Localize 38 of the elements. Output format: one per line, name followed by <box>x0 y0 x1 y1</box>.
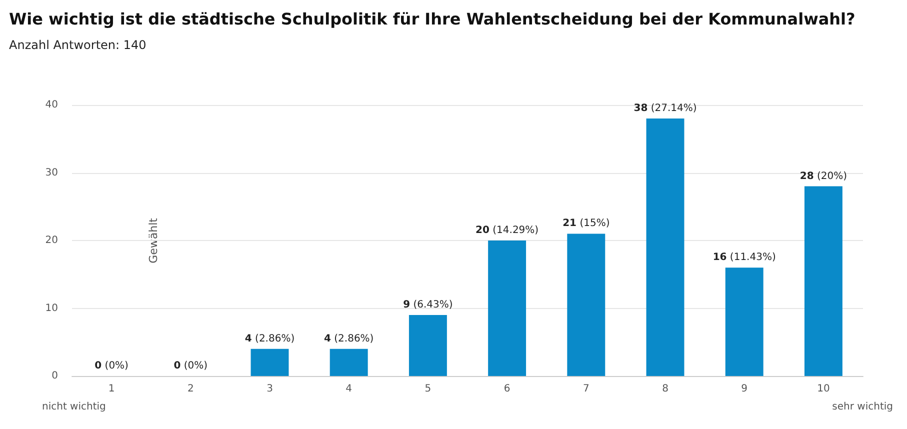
chart-title: Wie wichtig ist die städtische Schulpolitik für Ihre Wahlentscheidung bei der Kommunalwahl? <box>9 10 856 28</box>
y-tick-label: 10 <box>45 302 58 314</box>
x-tick-label: 5 <box>424 384 432 394</box>
bar <box>646 118 684 376</box>
data-label: 0 (0%) <box>174 360 208 372</box>
bar <box>567 234 606 376</box>
data-label: 28 (20%) <box>800 170 848 182</box>
text: nicht wichtig <box>42 402 106 412</box>
y-tick-label: 0 <box>52 370 58 382</box>
x-tick-label: 1 <box>108 384 115 394</box>
bar <box>725 268 764 376</box>
y-tick-label: 20 <box>45 235 58 246</box>
x-tick-label: 7 <box>582 384 590 394</box>
bar <box>250 348 289 376</box>
data-label: 21 (15%) <box>562 218 610 230</box>
data-label: 20 (14.29%) <box>476 225 539 236</box>
x-tick-label: 9 <box>741 384 748 394</box>
bar <box>804 186 842 376</box>
data-label: 9 (6.43%) <box>403 300 453 311</box>
y-tick-label: 30 <box>45 167 58 178</box>
data-label: 16 (11.43%) <box>712 252 776 264</box>
bar <box>408 315 447 376</box>
bar <box>488 240 526 376</box>
y-axis-title: Gewählt <box>147 217 160 264</box>
data-label: 4 (2.86%) <box>324 333 374 344</box>
data-label: 4 (2.86%) <box>244 333 295 344</box>
data-label: 38 (27.14%) <box>634 103 697 114</box>
x-tick-label: 3 <box>266 384 273 394</box>
bar <box>330 348 368 376</box>
x-tick-label: 4 <box>346 384 352 394</box>
x-tick-label: 8 <box>662 384 668 394</box>
y-tick-label: 40 <box>45 100 58 110</box>
data-label: 0 (0%) <box>94 360 129 372</box>
x-tick-label: 2 <box>187 384 194 394</box>
x-tick-label: 6 <box>504 384 510 394</box>
text: sehr wichtig <box>832 402 894 412</box>
chart-subtitle: Anzahl Antworten: 140 <box>9 38 146 52</box>
x-tick-label: 10 <box>817 384 830 394</box>
